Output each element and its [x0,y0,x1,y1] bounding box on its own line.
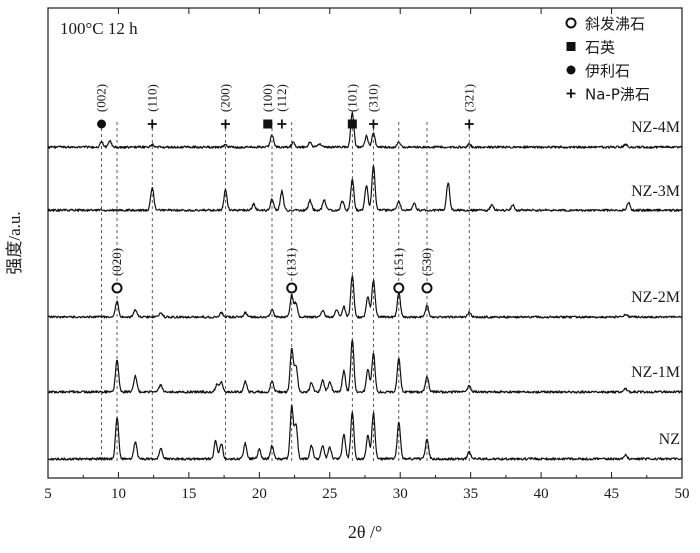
y-axis-label: 强度/a.u. [5,211,24,274]
na-p-plus-marker [221,119,231,129]
peak-label: (310) [365,84,380,112]
series-nz-3m [47,165,683,212]
condition-label: 100°C 12 h [60,19,138,38]
zeolite-circle-marker [393,282,405,294]
series-label-nz: NZ [659,431,680,448]
x-axis-label: 2θ /° [348,522,382,542]
peak-label: (002) [94,84,109,112]
legend-label: Na-P沸石 [585,86,650,104]
peak-label: (200) [218,84,233,112]
peak-label: (110) [144,84,159,112]
zeolite-circle-marker [565,17,577,29]
na-p-plus-marker [147,119,157,129]
x-tick-label: 5 [44,486,52,502]
x-tick-label: 10 [111,486,126,502]
series-nz-2m [47,275,683,319]
series-nz-1m [47,339,683,394]
x-tick-label: 30 [393,486,408,502]
peak-label: (112) [274,84,289,112]
na-p-plus-marker [566,89,576,98]
peak-label: (321) [461,84,476,112]
peak-label: (101) [344,84,359,112]
peak-label: (020) [109,248,124,276]
na-p-plus-marker [368,119,378,129]
legend-label: 斜发沸石 [585,15,645,33]
series-label-nz-2m: NZ-2M [631,289,680,306]
peak-label: (151) [391,248,406,276]
x-axis-ticks: 5 10 15 20 25 30 35 40 45 50 [44,8,690,502]
zeolite-circle-marker [111,282,123,294]
x-tick-label: 35 [463,486,478,502]
x-tick-label: 15 [181,486,196,502]
series-label-nz-4m: NZ-4M [631,119,680,136]
series-nz-4m [47,111,683,149]
zeolite-circle-marker [286,282,298,294]
x-tick-label: 40 [534,486,549,502]
x-tick-label: 45 [604,486,619,502]
x-tick-label: 20 [252,486,267,502]
zeolite-circle-marker [421,282,433,294]
quartz-square-marker [347,119,357,129]
series-nz [47,404,683,461]
illite-dot-marker [566,65,576,75]
x-tick-label: 50 [675,486,690,502]
series-label-nz-1m: NZ-1M [631,364,680,381]
legend-label: 石英 [585,39,615,57]
quartz-square-marker [566,42,576,51]
pattern-curves: NZ-4M NZ-3M NZ-2M NZ-1M NZ [47,111,683,461]
quartz-square-marker [263,119,273,129]
na-p-plus-marker [277,119,287,129]
na-p-plus-marker [464,119,474,129]
reference-lines [101,122,470,462]
illite-dot-marker [97,119,107,129]
peak-label: (131) [284,248,299,276]
peak-annotations: (002) (110) (200) (100) (112) (101) (310) (321)… [94,84,476,294]
series-label-nz-3m: NZ-3M [631,183,680,200]
x-tick-label: 25 [322,486,337,502]
legend-label: 伊利石 [585,62,630,80]
peak-label: (100) [260,84,275,112]
peak-label: (530) [419,248,434,276]
